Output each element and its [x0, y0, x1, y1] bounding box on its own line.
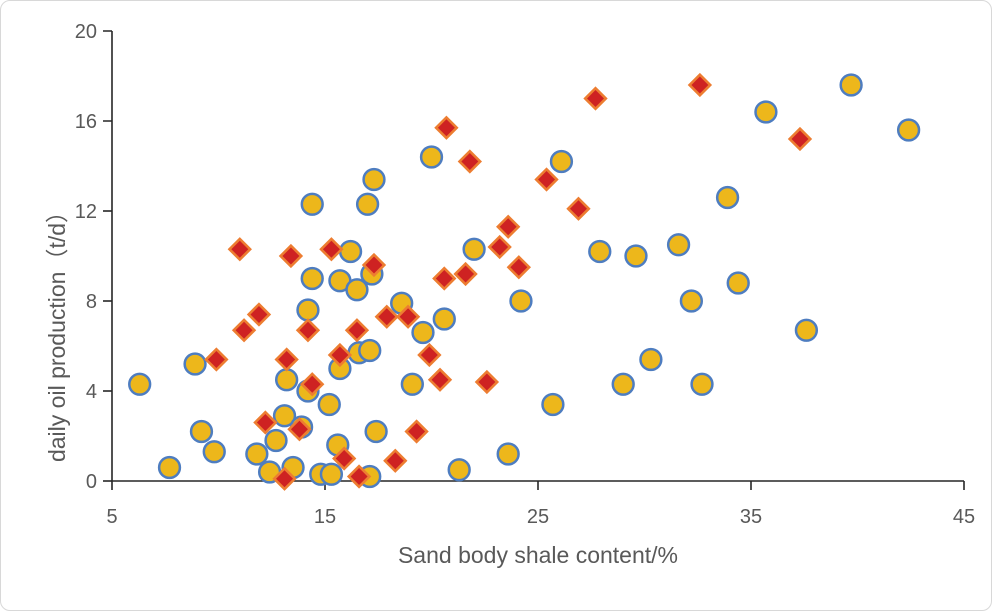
x-axis-title: Sand body shale content/% — [398, 542, 678, 568]
y-axis-title: daily oil production（t/d） — [44, 200, 70, 462]
scatter-point-diamond — [453, 261, 478, 287]
scatter-point-circle — [296, 298, 320, 322]
scatter-point-circle — [400, 372, 424, 396]
x-tick-label: 45 — [953, 506, 975, 528]
scatter-point-circle — [183, 352, 207, 376]
scatter-point-circle — [419, 145, 444, 169]
scatter-point-diamond — [566, 196, 591, 221]
scatter-point-circle — [364, 419, 388, 444]
scatter-point-diamond — [274, 347, 299, 372]
scatter-point-diamond — [487, 234, 512, 260]
scatter-point-diamond — [253, 410, 278, 435]
scatter-point-diamond — [534, 167, 559, 192]
scatter-point-circle — [666, 233, 691, 257]
scatter-point-diamond — [374, 304, 399, 329]
scatter-point-diamond — [300, 372, 325, 397]
scatter-point-circle — [202, 440, 226, 464]
scatter-point-diamond — [204, 347, 229, 372]
scatter-point-circle — [411, 320, 435, 345]
scatter-point-circle — [157, 455, 182, 480]
scatter-point-diamond — [432, 266, 457, 291]
scatter-point-circle — [189, 419, 214, 444]
scatter-point-circle — [245, 442, 269, 466]
scatter-point-circle — [264, 428, 288, 453]
scatter-point-diamond — [295, 318, 321, 343]
scatter-point-circle — [496, 442, 520, 466]
scatter-point-diamond — [272, 466, 297, 491]
scatter-point-circle — [432, 307, 456, 331]
y-tick-label: 20 — [75, 21, 97, 43]
scatter-point-diamond — [687, 72, 713, 98]
scatter-point-diamond — [327, 342, 353, 368]
x-tick-label: 35 — [740, 506, 762, 528]
scatter-point-diamond — [344, 318, 370, 343]
y-tick-label: 12 — [75, 201, 97, 223]
x-tick-label: 15 — [314, 506, 336, 528]
y-tick-label: 16 — [75, 111, 97, 133]
scatter-point-diamond — [383, 448, 408, 473]
scatter-point-circle — [338, 239, 363, 264]
points-layer — [128, 72, 921, 491]
tick-labels-layer: 5 15 25 35 45 0 4 8 12 16 20 — [75, 21, 975, 528]
scatter-point-circle — [319, 462, 344, 486]
scatter-point-diamond — [231, 318, 257, 343]
scatter-point-diamond — [361, 252, 387, 278]
scatter-point-diamond — [434, 115, 459, 140]
scatter-point-circle — [639, 347, 663, 372]
scatter-point-diamond — [319, 237, 344, 262]
scatter-point-circle — [588, 239, 612, 264]
scatter-point-circle — [447, 458, 471, 482]
scatter-point-diamond — [332, 446, 357, 471]
scatter-point-circle — [358, 338, 382, 363]
scatter-point-diamond — [278, 243, 304, 269]
scatter-point-circle — [754, 100, 778, 124]
scatter-point-circle — [611, 372, 635, 396]
x-tick-label: 25 — [527, 506, 549, 528]
scatter-point-circle — [715, 185, 740, 210]
scatter-point-circle — [549, 149, 574, 174]
scatter-point-circle — [541, 392, 565, 417]
scatter-point-circle — [624, 244, 648, 268]
scatter-point-diamond — [496, 214, 521, 239]
scatter-point-circle — [275, 368, 299, 392]
y-tick-label: 4 — [86, 381, 97, 403]
scatter-point-circle — [462, 237, 486, 261]
scatter-point-circle — [839, 73, 863, 97]
scatter-point-circle — [690, 372, 714, 396]
scatter-point-diamond — [404, 419, 429, 444]
scatter-point-circle — [679, 289, 704, 313]
scatter-point-circle — [355, 192, 380, 216]
y-tick-label: 8 — [86, 291, 97, 313]
scatter-point-circle — [300, 266, 324, 291]
ticks-layer — [103, 30, 965, 490]
scatter-point-circle — [128, 372, 152, 396]
scatter-point-diamond — [287, 417, 312, 442]
y-tick-label: 0 — [86, 471, 97, 493]
scatter-point-circle — [362, 167, 386, 192]
scatter-point-circle — [509, 289, 533, 313]
scatter-point-circle — [272, 404, 297, 428]
scatter-point-diamond — [246, 302, 272, 327]
scatter-point-diamond — [583, 86, 608, 111]
scatter-point-diamond — [787, 126, 813, 152]
scatter-point-circle — [794, 318, 819, 342]
scatter-point-diamond — [395, 304, 421, 329]
scatter-point-diamond — [474, 369, 500, 395]
scatter-point-circle — [300, 192, 324, 216]
scatter-point-diamond — [427, 367, 453, 392]
scatter-point-diamond — [417, 342, 442, 368]
scatter-point-diamond — [506, 255, 531, 280]
scatter-point-diamond — [457, 149, 483, 174]
scatter-point-circle — [345, 278, 369, 302]
scatter-point-circle — [317, 392, 341, 417]
scatter-point-circle — [726, 271, 750, 295]
scatter-point-diamond — [346, 464, 372, 489]
scatter-point-diamond — [227, 237, 252, 262]
scatter-point-circle — [896, 118, 921, 142]
x-tick-label: 5 — [106, 506, 117, 528]
